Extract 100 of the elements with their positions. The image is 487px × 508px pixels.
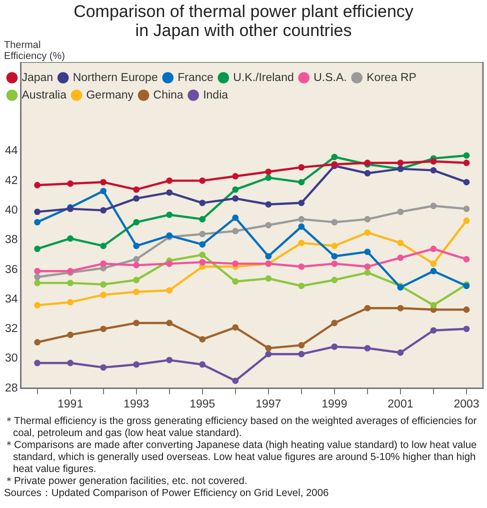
point xyxy=(133,242,140,250)
point xyxy=(199,336,206,342)
point xyxy=(34,280,40,286)
point xyxy=(100,260,107,267)
point xyxy=(298,342,305,348)
point xyxy=(298,178,305,186)
x-tick-label: 1993 xyxy=(124,398,150,410)
point xyxy=(463,178,470,186)
point xyxy=(463,306,470,313)
point xyxy=(265,275,272,282)
point xyxy=(67,280,74,286)
point xyxy=(199,216,206,222)
point xyxy=(34,339,40,346)
point xyxy=(199,259,206,266)
point xyxy=(232,173,239,180)
text: ＊Comparisons are made after converting Japanese data (high heating value standard) to low heat value standard, which is generally used overseas. Low heat value figures are around 5-10% higher than high heat value figures. xyxy=(4,440,478,476)
point xyxy=(265,168,272,175)
point xyxy=(463,256,470,262)
point xyxy=(166,260,173,267)
point xyxy=(298,350,305,358)
point xyxy=(298,200,305,206)
point xyxy=(430,246,437,252)
point xyxy=(430,327,437,334)
point xyxy=(298,223,305,230)
point xyxy=(430,202,437,210)
source-note: Sources：Updated Comparison of Power Efficiency on Grid Level, 2006 xyxy=(4,488,330,500)
point xyxy=(331,242,338,250)
point xyxy=(364,170,371,176)
point xyxy=(364,269,371,276)
point xyxy=(232,214,239,221)
point xyxy=(364,344,371,352)
point xyxy=(34,268,40,274)
point xyxy=(430,158,437,165)
text: ＊Private power generation facilities, etc. not covered. xyxy=(4,476,248,488)
point xyxy=(199,241,206,248)
point xyxy=(133,276,140,284)
point xyxy=(34,182,40,188)
y-tick-label: 44 xyxy=(4,145,18,158)
chart-title: Comparison of thermal power plant efficiency in Japan with other countries xyxy=(72,2,414,40)
point xyxy=(364,304,371,312)
point xyxy=(397,304,404,312)
point xyxy=(199,252,206,258)
legend-label: U.K./Ireland xyxy=(233,72,294,84)
y-tick-label: 40 xyxy=(4,204,18,216)
point xyxy=(166,177,173,184)
point xyxy=(463,160,470,166)
x-tick-label: 1999 xyxy=(322,398,348,410)
point xyxy=(166,287,173,294)
point xyxy=(232,228,239,234)
point xyxy=(331,253,338,260)
legend-label: U.S.A. xyxy=(314,72,347,84)
point xyxy=(34,274,40,280)
point xyxy=(67,360,74,366)
x-tick-label: 1995 xyxy=(190,398,216,410)
point xyxy=(232,324,239,331)
legend-label: Germany xyxy=(86,89,134,102)
y-axis-title: Thermal Efficiency (%) xyxy=(4,40,66,62)
y-tick-label: 34 xyxy=(4,293,18,306)
point xyxy=(133,288,140,296)
point xyxy=(232,260,239,267)
point xyxy=(298,263,305,270)
point xyxy=(34,302,40,308)
point xyxy=(331,260,338,267)
point xyxy=(100,207,107,214)
point xyxy=(232,186,239,193)
point xyxy=(265,222,272,228)
point xyxy=(331,154,338,160)
point xyxy=(100,364,107,371)
point xyxy=(100,178,107,186)
point xyxy=(133,262,140,268)
x-tick-label: 1997 xyxy=(256,398,282,410)
point xyxy=(331,343,338,350)
point xyxy=(397,208,404,215)
point xyxy=(232,278,239,285)
point xyxy=(67,235,74,242)
text: ＊Thermal efficiency is the gross generating efficiency based on the weighted averages of efficiencies for coal, petroleum and gas (low heat value standard). xyxy=(4,416,478,440)
legend-label: France xyxy=(178,72,214,84)
legend-label: Australia xyxy=(22,89,68,102)
y-tick-label: 42 xyxy=(4,174,18,187)
y-tick-label: 32 xyxy=(4,323,18,336)
point xyxy=(430,167,437,174)
point xyxy=(67,180,74,187)
point xyxy=(199,177,206,184)
point xyxy=(364,263,371,270)
point xyxy=(298,216,305,222)
point xyxy=(265,253,272,260)
x-tick-label: 2001 xyxy=(388,398,414,410)
point xyxy=(397,349,404,356)
point xyxy=(232,195,239,202)
point xyxy=(34,360,40,366)
y-tick-label: 38 xyxy=(4,234,18,246)
point xyxy=(133,320,140,326)
point xyxy=(397,240,404,246)
x-tick-label: 1991 xyxy=(58,398,84,410)
point xyxy=(463,326,470,332)
point xyxy=(331,218,338,226)
point xyxy=(133,218,140,226)
point xyxy=(397,160,404,166)
y-tick-label: 36 xyxy=(4,264,18,276)
point xyxy=(100,326,107,332)
